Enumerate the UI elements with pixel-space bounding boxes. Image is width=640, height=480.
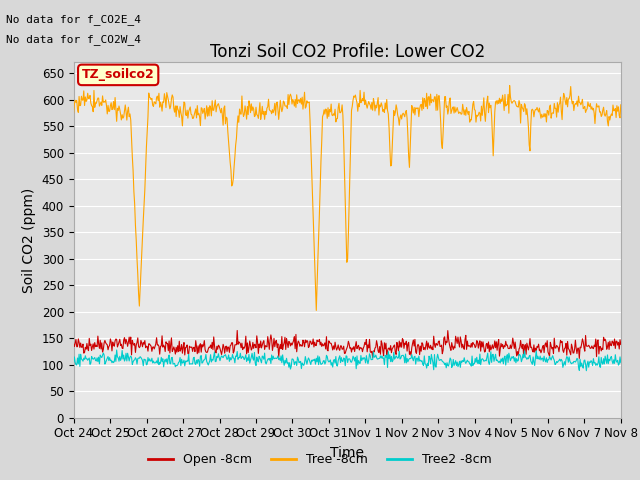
- Tree2 -8cm: [70, 359, 77, 365]
- Tree2 -8cm: [582, 368, 590, 373]
- Tree2 -8cm: [430, 367, 438, 372]
- Tree2 -8cm: [204, 362, 212, 368]
- Tree -8cm: [564, 96, 572, 102]
- Line: Tree -8cm: Tree -8cm: [74, 85, 621, 311]
- Line: Tree2 -8cm: Tree2 -8cm: [74, 350, 621, 371]
- Open -8cm: [70, 341, 77, 347]
- Title: Tonzi Soil CO2 Profile: Lower CO2: Tonzi Soil CO2 Profile: Lower CO2: [209, 43, 485, 61]
- Line: Open -8cm: Open -8cm: [74, 331, 621, 359]
- Tree2 -8cm: [113, 347, 120, 353]
- Open -8cm: [617, 341, 625, 347]
- Tree -8cm: [312, 308, 320, 313]
- Open -8cm: [244, 340, 252, 346]
- Tree2 -8cm: [497, 360, 504, 366]
- Tree -8cm: [243, 116, 250, 122]
- Tree2 -8cm: [564, 355, 572, 360]
- Tree -8cm: [430, 99, 438, 105]
- Text: No data for f_CO2W_4: No data for f_CO2W_4: [6, 34, 141, 45]
- Open -8cm: [564, 338, 572, 344]
- Open -8cm: [224, 344, 232, 350]
- Open -8cm: [204, 349, 211, 355]
- Text: TZ_soilco2: TZ_soilco2: [82, 68, 154, 82]
- Tree -8cm: [506, 83, 513, 88]
- Tree -8cm: [224, 129, 232, 134]
- Tree -8cm: [497, 100, 504, 106]
- Open -8cm: [575, 356, 583, 361]
- Tree -8cm: [70, 110, 77, 116]
- X-axis label: Time: Time: [330, 446, 364, 460]
- Legend: Open -8cm, Tree -8cm, Tree2 -8cm: Open -8cm, Tree -8cm, Tree2 -8cm: [143, 448, 497, 471]
- Open -8cm: [234, 328, 241, 334]
- Tree2 -8cm: [617, 360, 625, 366]
- Tree2 -8cm: [225, 352, 232, 358]
- Open -8cm: [430, 333, 438, 339]
- Open -8cm: [497, 346, 504, 352]
- Tree -8cm: [617, 102, 625, 108]
- Tree2 -8cm: [244, 355, 252, 360]
- Text: No data for f_CO2E_4: No data for f_CO2E_4: [6, 14, 141, 25]
- Y-axis label: Soil CO2 (ppm): Soil CO2 (ppm): [22, 187, 36, 293]
- Tree -8cm: [204, 113, 211, 119]
